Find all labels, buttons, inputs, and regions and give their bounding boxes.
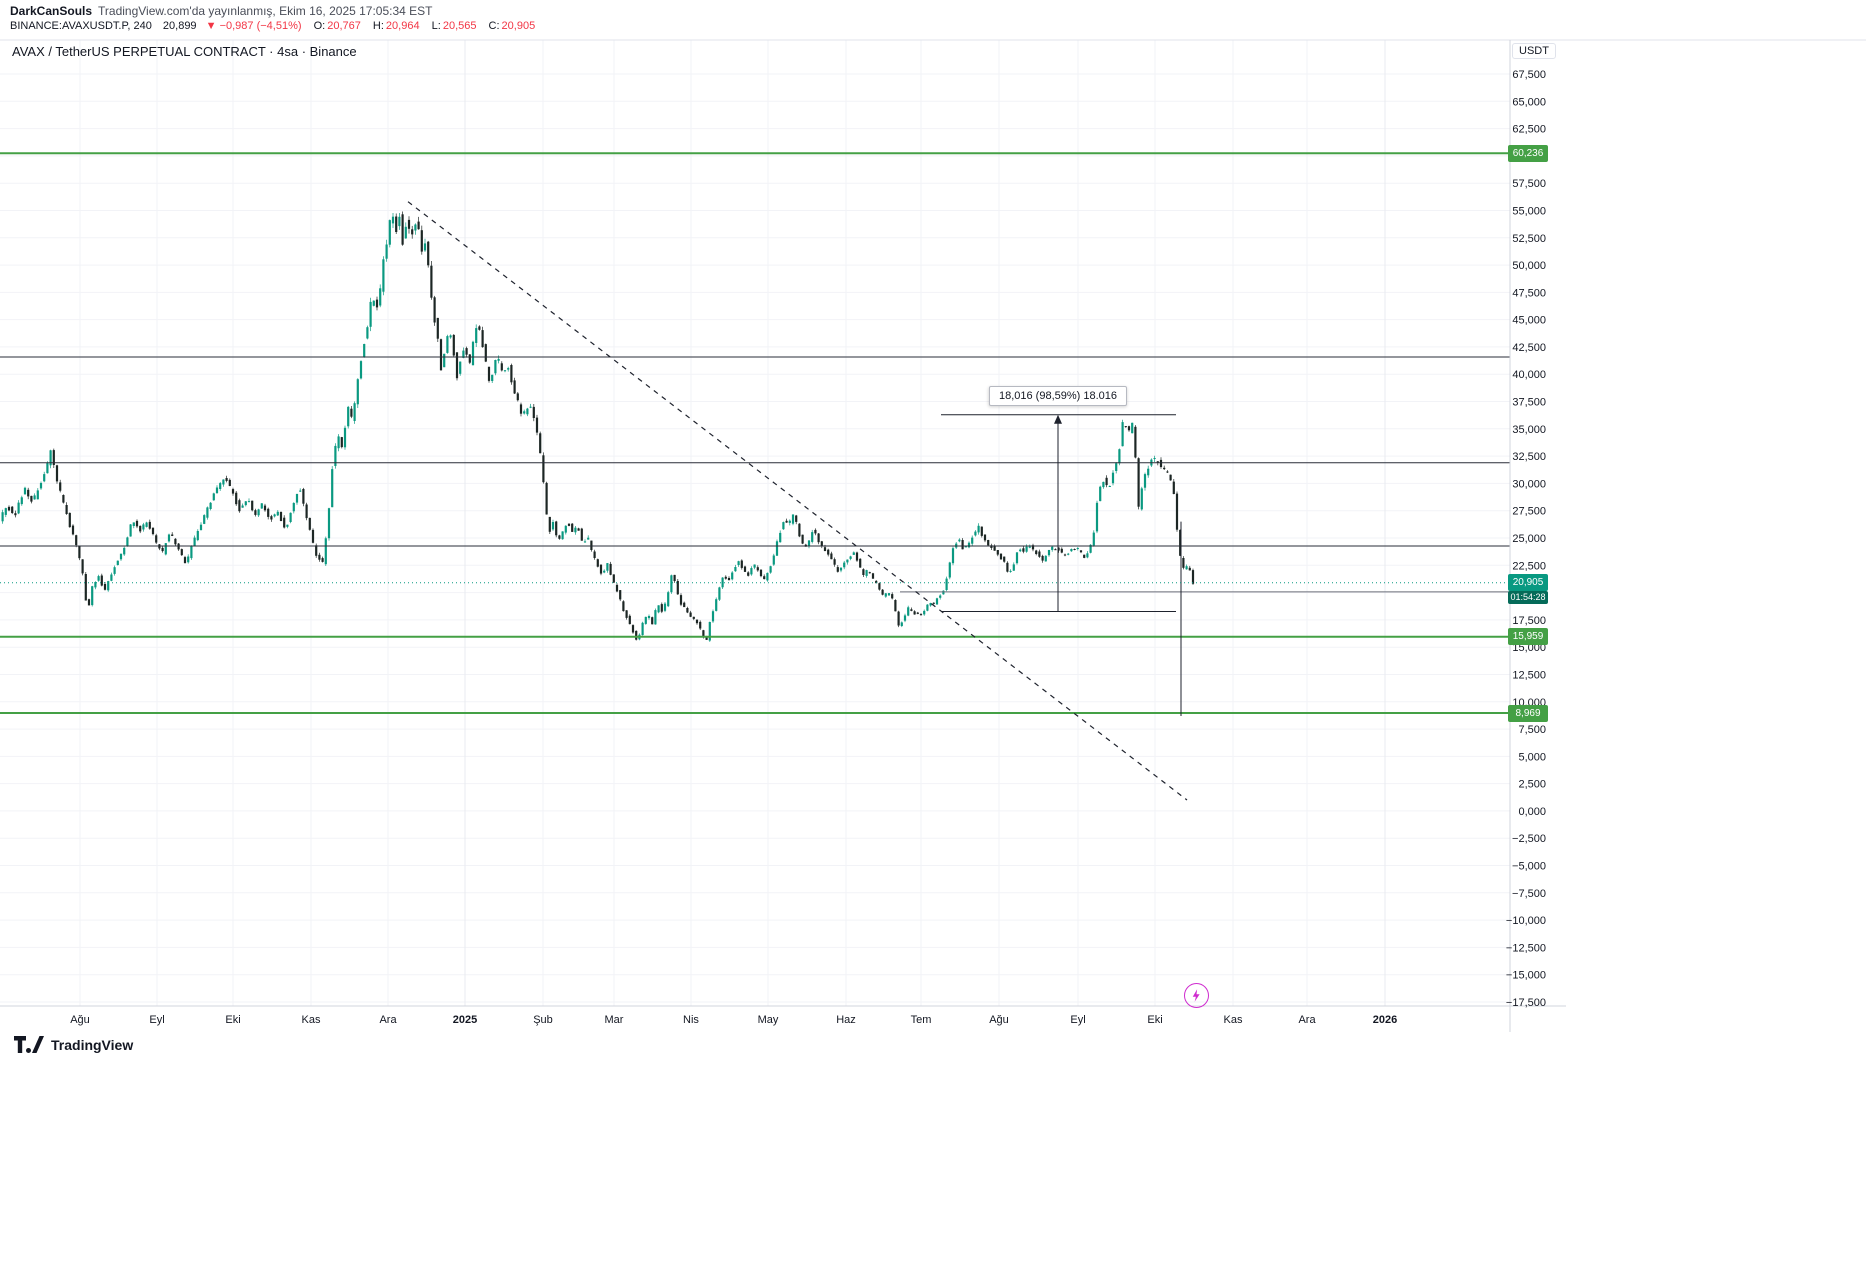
svg-text:62,500: 62,500 <box>1512 124 1546 136</box>
svg-text:45,000: 45,000 <box>1512 315 1546 327</box>
svg-text:57,500: 57,500 <box>1512 178 1546 190</box>
svg-text:12,500: 12,500 <box>1512 670 1546 682</box>
svg-text:Ağu: Ağu <box>989 1014 1009 1026</box>
time-scale[interactable]: Ağu Eyl Eki Kas Ara 2025 Şub Mar Nis May Haz Tem Ağu… <box>70 1014 1397 1026</box>
svg-text:−2,500: −2,500 <box>1512 833 1546 845</box>
svg-text:27,500: 27,500 <box>1512 506 1546 518</box>
svg-text:−5,000: −5,000 <box>1512 861 1546 873</box>
svg-text:Eyl: Eyl <box>1070 1014 1085 1026</box>
level-badge-60236: 60,236 <box>1508 144 1548 162</box>
svg-text:40,000: 40,000 <box>1512 369 1546 381</box>
bar-countdown-badge: 01:54:28 <box>1508 590 1548 604</box>
svg-text:2025: 2025 <box>453 1014 477 1026</box>
svg-text:−15,000: −15,000 <box>1506 970 1546 982</box>
svg-text:−10,000: −10,000 <box>1506 915 1546 927</box>
author-name[interactable]: DarkCanSouls <box>10 4 93 18</box>
low-label: L: <box>431 20 441 32</box>
close-label: C: <box>488 20 500 32</box>
publish-info: TradingView.com'da yayınlanmış, Ekim 16,… <box>98 4 433 18</box>
high-value: 20,964 <box>385 20 420 32</box>
svg-text:37,500: 37,500 <box>1512 397 1546 409</box>
svg-text:35,000: 35,000 <box>1512 424 1546 436</box>
svg-text:5,000: 5,000 <box>1518 751 1546 763</box>
header-publish-line: DarkCanSouls TradingView.com'da yayınlanm… <box>10 4 433 18</box>
svg-text:Mar: Mar <box>605 1014 624 1026</box>
high-label: H: <box>372 20 384 32</box>
svg-text:−12,500: −12,500 <box>1506 942 1546 954</box>
lightning-marker[interactable] <box>1184 983 1209 1008</box>
candlestick-series <box>1 211 1195 642</box>
chart-title: AVAX / TetherUS PERPETUAL CONTRACT · 4sa… <box>12 44 357 59</box>
svg-text:Nis: Nis <box>683 1014 699 1026</box>
level-badge-8969: 8,969 <box>1508 704 1548 722</box>
last-price: 20,899 <box>162 20 197 32</box>
close-value: 20,905 <box>501 20 536 32</box>
level-lines[interactable] <box>0 152 1510 714</box>
svg-text:May: May <box>758 1014 779 1026</box>
open-value: 20,767 <box>327 20 361 32</box>
svg-text:22,500: 22,500 <box>1512 560 1546 572</box>
svg-text:Ara: Ara <box>379 1014 397 1026</box>
grid <box>0 40 1510 1006</box>
lightning-icon <box>1192 989 1200 1002</box>
low-value: 20,565 <box>442 20 477 32</box>
brand-name: TradingView <box>51 1036 134 1053</box>
price-scale[interactable]: 67,50065,00062,50060,00057,50055,00052,5… <box>1506 69 1546 1009</box>
svg-text:32,500: 32,500 <box>1512 451 1546 463</box>
svg-text:Ağu: Ağu <box>70 1014 90 1026</box>
svg-text:Eyl: Eyl <box>149 1014 164 1026</box>
level-badge-15959: 15,959 <box>1508 628 1548 646</box>
svg-text:Kas: Kas <box>1224 1014 1243 1026</box>
svg-text:67,500: 67,500 <box>1512 69 1546 81</box>
svg-text:Haz: Haz <box>836 1014 856 1026</box>
svg-text:0,000: 0,000 <box>1518 806 1546 818</box>
quote-currency-label: USDT <box>1512 43 1556 59</box>
svg-text:7,500: 7,500 <box>1518 724 1546 736</box>
svg-text:2,500: 2,500 <box>1518 779 1546 791</box>
tradingview-logo-icon <box>14 1036 44 1053</box>
header-quote-line: BINANCE:AVAXUSDT.P, 240 20,899 ▼ −0,987 … <box>10 20 535 32</box>
svg-text:2026: 2026 <box>1373 1014 1397 1026</box>
svg-text:Eki: Eki <box>1147 1014 1162 1026</box>
svg-text:65,000: 65,000 <box>1512 96 1546 108</box>
svg-text:−17,500: −17,500 <box>1506 997 1546 1009</box>
svg-text:52,500: 52,500 <box>1512 233 1546 245</box>
svg-text:Kas: Kas <box>302 1014 321 1026</box>
footer-brand[interactable]: TradingView <box>14 1036 133 1053</box>
svg-text:Şub: Şub <box>533 1014 553 1026</box>
svg-text:−7,500: −7,500 <box>1512 888 1546 900</box>
price-range-tool[interactable] <box>941 414 1176 612</box>
open-label: O: <box>313 20 326 32</box>
svg-text:50,000: 50,000 <box>1512 260 1546 272</box>
price-change: ▼ −0,987 (−4,51%) <box>205 20 302 32</box>
svg-text:42,500: 42,500 <box>1512 342 1546 354</box>
price-range-label[interactable]: 18,016 (98,59%) 18.016 <box>988 385 1128 406</box>
svg-text:Eki: Eki <box>225 1014 240 1026</box>
symbol-label[interactable]: BINANCE:AVAXUSDT.P, 240 <box>10 20 152 32</box>
svg-text:Tem: Tem <box>911 1014 932 1026</box>
svg-text:47,500: 47,500 <box>1512 287 1546 299</box>
svg-text:15,000: 15,000 <box>1512 642 1546 654</box>
svg-text:55,000: 55,000 <box>1512 206 1546 218</box>
svg-text:17,500: 17,500 <box>1512 615 1546 627</box>
svg-text:30,000: 30,000 <box>1512 478 1546 490</box>
svg-text:Ara: Ara <box>1298 1014 1316 1026</box>
svg-text:25,000: 25,000 <box>1512 533 1546 545</box>
trendline[interactable] <box>407 201 1188 801</box>
current-price-badge: 20,905 <box>1508 573 1548 591</box>
